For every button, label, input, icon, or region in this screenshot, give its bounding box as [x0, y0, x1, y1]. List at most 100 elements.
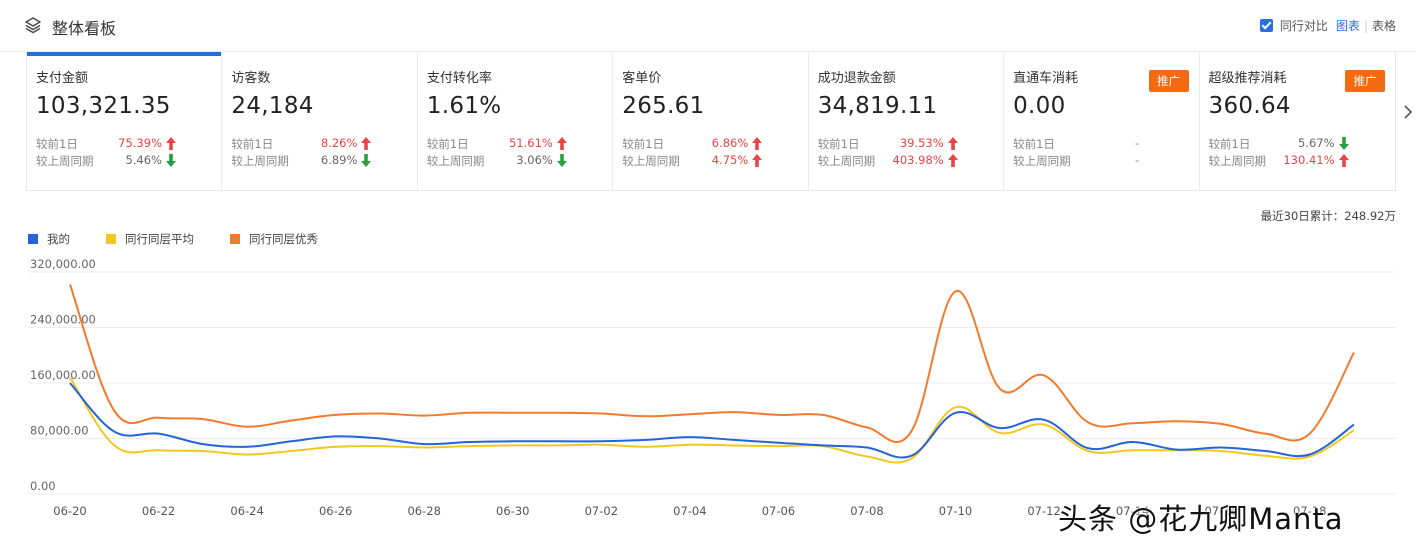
compare-last-week: 较上周同期 3.06%: [427, 153, 567, 169]
y-tick-label: 160,000.00: [30, 368, 96, 382]
compare-label: 较前1日: [231, 137, 274, 151]
compare-prev-day: 较前1日 6.86%: [622, 136, 763, 152]
legend-item[interactable]: 我的: [28, 231, 70, 247]
x-tick-label: 06-30: [496, 504, 529, 518]
compare-prev-day: 较前1日 -: [1013, 136, 1153, 152]
arrow-down-icon: [166, 154, 176, 167]
compare-label[interactable]: 同行对比: [1279, 19, 1328, 33]
compare-label: 较上周同期: [1013, 154, 1071, 168]
x-tick-label: 06-28: [407, 504, 440, 518]
view-table-link[interactable]: 表格: [1371, 19, 1396, 33]
arrow-up-icon: [556, 137, 567, 150]
watermark: 头条 @花九卿Manta: [1058, 502, 1344, 536]
arrow-up-icon: [947, 137, 958, 150]
compare-percent: -: [1134, 136, 1140, 150]
metric-card[interactable]: 直通车消耗 0.00 推广较前1日 - 较上周同期 -: [1004, 52, 1200, 190]
promote-tag[interactable]: 推广: [1148, 70, 1189, 92]
x-tick-label: 06-24: [230, 504, 263, 518]
view-separator: |: [1363, 18, 1368, 33]
header-controls: 同行对比 图表 | 表格: [1259, 17, 1396, 34]
y-tick-label: 80,000.00: [30, 424, 89, 438]
x-tick-label: 07-10: [939, 504, 972, 518]
arrow-down-icon: [556, 154, 567, 167]
y-tick-label: 0.00: [30, 479, 56, 493]
arrow-down-icon: [361, 154, 372, 167]
metric-card[interactable]: 支付金额 103,321.35 较前1日 75.39% 较上周同期 5.46%: [27, 52, 223, 190]
compare-label: 较前1日: [817, 137, 860, 151]
compare-percent: -: [1134, 153, 1140, 167]
compare-last-week: 较上周同期 403.98%: [818, 153, 958, 169]
compare-label: 较上周同期: [231, 154, 289, 168]
metrics-row: 支付金额 103,321.35 较前1日 75.39% 较上周同期 5.46% 访客数 24,…: [26, 52, 1396, 191]
metric-label: 访客数: [231, 71, 271, 86]
compare-label: 较上周同期: [817, 154, 876, 168]
x-tick-label: 07-12: [1027, 504, 1060, 518]
x-tick-label: 07-18: [1293, 504, 1326, 518]
compare-percent: 39.53%: [899, 136, 944, 150]
legend-label: 同行同层平均: [125, 232, 194, 246]
compare-percent: 4.75%: [711, 153, 749, 167]
metric-value: 360.64: [1208, 93, 1291, 119]
layers-icon: [25, 17, 41, 34]
x-tick-label: 06-26: [319, 504, 352, 518]
chart-legend: 我的 同行同层平均 同行同层优秀: [28, 231, 354, 247]
compare-percent: 5.67%: [1297, 136, 1335, 150]
dashboard-header: 整体看板 同行对比 图表 | 表格: [0, 0, 1416, 52]
compare-prev-day: 较前1日 5.67%: [1209, 136, 1349, 152]
metric-value: 0.00: [1013, 93, 1066, 119]
compare-percent: 3.06%: [516, 153, 553, 167]
metric-label: 成功退款金额: [817, 71, 896, 86]
metric-card[interactable]: 访客数 24,184 较前1日 8.26% 较上周同期 6.89%: [222, 52, 418, 190]
series-line-peer-avg: [69, 376, 1355, 464]
y-tick-label: 320,000.00: [30, 257, 96, 271]
compare-prev-day: 较前1日 8.26%: [231, 136, 372, 152]
x-tick-label: 06-20: [53, 504, 86, 518]
arrow-up-icon: [166, 137, 176, 150]
x-tick-label: 07-04: [673, 504, 706, 518]
arrow-up-icon: [752, 137, 763, 150]
y-tick-label: 240,000.00: [30, 313, 96, 327]
arrow-up-icon: [947, 154, 958, 167]
compare-last-week: 较上周同期 -: [1013, 153, 1153, 169]
x-tick-label: 07-16: [1204, 504, 1237, 518]
metric-value: 103,321.35: [36, 93, 171, 119]
metric-label: 支付转化率: [426, 71, 492, 86]
compare-label: 较前1日: [426, 137, 469, 151]
compare-label: 较前1日: [622, 137, 665, 151]
metric-card[interactable]: 支付转化率 1.61% 较前1日 51.61% 较上周同期 3.06%: [418, 52, 614, 190]
chevron-right-icon[interactable]: [1403, 104, 1413, 120]
compare-checkbox[interactable]: [1259, 19, 1273, 32]
metric-card[interactable]: 成功退款金额 34,819.11 较前1日 39.53% 较上周同期 403.98%: [809, 52, 1005, 190]
legend-label: 同行同层优秀: [249, 232, 318, 246]
legend-swatch: [106, 234, 116, 244]
metric-label: 直通车消耗: [1013, 71, 1079, 86]
arrow-up-icon: [752, 154, 763, 167]
series-line-peer-top: [69, 284, 1355, 444]
metric-value: 34,819.11: [817, 93, 938, 119]
arrow-down-icon: [1338, 137, 1349, 150]
compare-last-week: 较上周同期 130.41%: [1209, 153, 1349, 169]
compare-percent: 130.41%: [1283, 153, 1335, 167]
compare-prev-day: 较前1日 51.61%: [427, 136, 567, 152]
promote-tag[interactable]: 推广: [1344, 70, 1385, 92]
compare-last-week: 较上周同期 4.75%: [622, 153, 763, 169]
view-chart-link[interactable]: 图表: [1335, 19, 1360, 33]
legend-item[interactable]: 同行同层优秀: [230, 231, 318, 247]
metric-label: 支付金额: [36, 71, 89, 86]
metric-value: 265.61: [622, 93, 705, 119]
compare-label: 较上周同期: [622, 154, 680, 168]
compare-percent: 8.26%: [320, 136, 358, 150]
x-tick-label: 07-06: [762, 504, 795, 518]
compare-percent: 5.46%: [125, 153, 162, 167]
compare-label: 较前1日: [1208, 137, 1251, 151]
legend-swatch: [28, 234, 38, 244]
metric-card[interactable]: 客单价 265.61 较前1日 6.86% 较上周同期 4.75%: [613, 52, 809, 190]
x-tick-label: 07-08: [850, 504, 883, 518]
arrow-up-icon: [1338, 154, 1349, 167]
trend-line-chart: 0.00 80,000.00 160,000.00 240,000.00 320,000…: [28, 257, 1396, 518]
compare-label: 较上周同期: [426, 154, 485, 168]
x-tick-label: 06-22: [142, 504, 175, 518]
legend-item[interactable]: 同行同层平均: [106, 231, 194, 247]
metric-card[interactable]: 超级推荐消耗 360.64 推广 较前1日 5.67% 较上周同期 130.41%: [1200, 52, 1395, 190]
cumulative-total: 最近30日累计：248.92万: [1260, 209, 1396, 223]
